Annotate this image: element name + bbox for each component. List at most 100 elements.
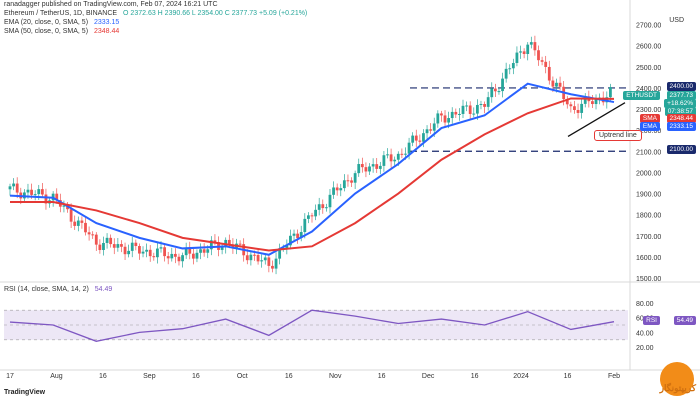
- tradingview-logo[interactable]: TradingView: [4, 389, 45, 396]
- time-tick-label: 16: [378, 373, 386, 380]
- candle-body: [551, 80, 555, 87]
- price-tick-label: 1900.00: [636, 192, 661, 199]
- ema-value-tag: 2333.15: [666, 122, 696, 131]
- candle-body: [450, 111, 454, 119]
- price-tick-label: 2100.00: [636, 149, 661, 156]
- rsi-tick-label: 20.00: [636, 345, 654, 352]
- candle-body: [109, 237, 113, 245]
- candle-body: [303, 218, 307, 233]
- time-tick-label: Sep: [143, 373, 156, 380]
- candle-body: [152, 256, 156, 258]
- candle-body: [145, 249, 149, 252]
- price-tick-label: 2300.00: [636, 107, 661, 114]
- candle-body: [314, 209, 317, 217]
- rsi-value-tag: 54.49: [673, 316, 696, 325]
- candle-body: [458, 113, 461, 115]
- candle-body: [127, 250, 131, 255]
- candle-body: [565, 99, 569, 105]
- candle-body: [609, 87, 612, 98]
- candle-body: [317, 204, 321, 210]
- candle-body: [540, 60, 544, 62]
- candle-body: [166, 256, 170, 259]
- candle-body: [55, 193, 59, 201]
- candle-body: [371, 164, 375, 167]
- candle-body: [112, 244, 116, 248]
- time-tick-label: Feb: [608, 373, 620, 380]
- candle-body: [274, 258, 278, 269]
- candle-body: [386, 154, 389, 156]
- candle-body: [220, 247, 224, 250]
- candle-body: [332, 187, 335, 195]
- candle-body: [472, 113, 476, 115]
- candle-body: [393, 159, 397, 162]
- candle-body: [163, 247, 166, 257]
- candle-body: [69, 209, 73, 222]
- candle-body: [468, 105, 472, 114]
- candle-body: [440, 113, 443, 116]
- candle-body: [490, 88, 494, 98]
- candle-body: [522, 51, 526, 55]
- candle-body: [400, 153, 404, 155]
- candle-body: [479, 103, 483, 105]
- candle-body: [263, 257, 267, 261]
- ema-legend[interactable]: EMA (20, close, 0, SMA, 5) 2333.15: [4, 19, 119, 26]
- candle-body: [296, 233, 300, 239]
- candle-body: [271, 265, 274, 269]
- candle-body: [357, 164, 361, 174]
- sma-legend[interactable]: SMA (50, close, 0, SMA, 5) 2348.44: [4, 28, 119, 35]
- candle-body: [33, 194, 37, 196]
- candle-body: [87, 232, 91, 235]
- candle-body: [213, 240, 217, 243]
- rsi-legend[interactable]: RSI (14, close, SMA, 14, 2) 54.49: [4, 286, 112, 293]
- symbol-name: Ethereum / TetherUS, 1D, BINANCE: [4, 10, 118, 17]
- candle-body: [62, 205, 66, 207]
- candle-body: [418, 140, 422, 142]
- candle-body: [278, 248, 282, 259]
- price-tick-label: 2500.00: [636, 65, 661, 72]
- candle-body: [475, 104, 479, 114]
- ema-line: [9, 82, 615, 256]
- candle-body: [353, 173, 357, 183]
- candle-body: [425, 129, 429, 134]
- candle-body: [130, 242, 134, 251]
- candle-body: [285, 245, 289, 248]
- candle-body: [177, 256, 181, 262]
- candle-body: [429, 129, 433, 131]
- candle-body: [12, 183, 15, 187]
- time-tick-label: Aug: [50, 373, 63, 380]
- rsi-legend-label: RSI (14, close, SMA, 14, 2): [4, 286, 89, 293]
- candle-body: [91, 234, 95, 236]
- price-tick-label: 2200.00: [636, 128, 661, 135]
- candle-body: [529, 42, 533, 45]
- sma-legend-value: 2348.44: [93, 28, 120, 35]
- candle-body: [181, 255, 184, 262]
- candle-body: [547, 66, 551, 81]
- time-tick-label: 2024: [513, 373, 529, 380]
- candle-body: [493, 88, 497, 92]
- candle-body: [404, 153, 407, 155]
- candle-body: [148, 249, 152, 257]
- currency-label[interactable]: USD: [669, 17, 684, 24]
- candle-body: [515, 52, 519, 63]
- candle-body: [422, 133, 425, 142]
- candle-body: [105, 237, 109, 243]
- time-tick-label: Dec: [422, 373, 435, 380]
- candle-body: [328, 194, 332, 208]
- candle-body: [346, 180, 350, 182]
- candle-body: [238, 243, 242, 245]
- level-2100-tag: 2100.00: [666, 145, 696, 154]
- ohlc-values: O 2372.63 H 2390.66 L 2354.00 C 2377.73 …: [123, 10, 308, 17]
- candle-body: [267, 257, 271, 266]
- watermark-logo-icon: [660, 362, 694, 396]
- uptrend-line: [567, 102, 626, 138]
- time-tick-label: Nov: [329, 373, 342, 380]
- rsi-tick-label: 40.00: [636, 330, 654, 337]
- candle-body: [580, 103, 584, 113]
- candle-body: [321, 204, 325, 209]
- candle-body: [102, 242, 105, 251]
- last-price-tag: 2377.73: [666, 91, 696, 100]
- candle-body: [256, 254, 260, 262]
- candle-body: [231, 244, 235, 249]
- candle-body: [253, 254, 256, 256]
